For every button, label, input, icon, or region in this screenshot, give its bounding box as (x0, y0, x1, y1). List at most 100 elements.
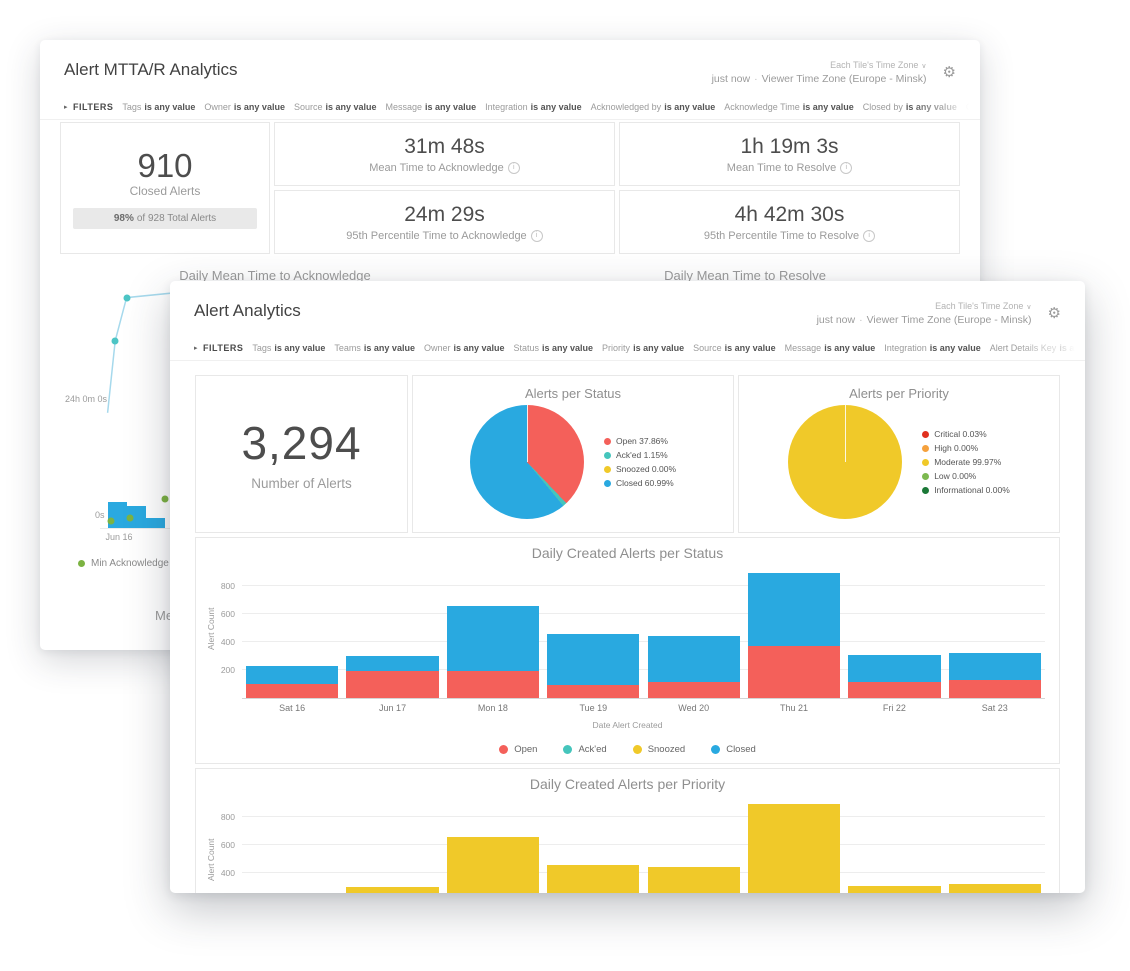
mtta-value: 31m 48s (404, 134, 485, 158)
legend-item-open[interactable]: Open (499, 744, 537, 755)
bar-closed-tue-19[interactable] (547, 633, 640, 686)
x-category-label: Jun 16 (105, 532, 133, 542)
legend-item-snoozed[interactable]: Snoozed (632, 744, 685, 755)
caret-right-icon: ▸ (194, 345, 199, 352)
settings-gear-icon[interactable]: ⚙ (942, 64, 956, 81)
legend-item-ack-ed[interactable]: Ack'ed 1.15% (603, 450, 676, 460)
min-ack-point-dot (161, 495, 169, 503)
legend-item-closed[interactable]: Closed 60.99% (603, 478, 676, 488)
filter-condition-label: is any value (724, 343, 776, 353)
legend-item-min-acknowledge-time[interactable]: Min Acknowledge Time (78, 558, 193, 569)
dot-separator-icon: · (754, 73, 758, 85)
status-pie-chart[interactable] (469, 405, 584, 519)
filter-integration[interactable]: Integration is any value (485, 102, 582, 112)
total-alerts-badge: 98% of 928 Total Alerts (73, 208, 257, 230)
tile-alerts-per-status: Alerts per Status Open 37.86% Ack'ed 1.15… (412, 375, 734, 533)
bar-closed-jun-17[interactable] (346, 656, 439, 672)
settings-gear-icon[interactable]: ⚙ (1047, 305, 1061, 322)
filter-owner[interactable]: Owner is any value (424, 343, 505, 353)
tile-timezone-selector[interactable]: Each Tile's Time Zone ∨ (712, 60, 926, 70)
filter-closed-by[interactable]: Closed by is any value (863, 102, 957, 112)
pie-slice-border (526, 405, 528, 462)
bar-open-fri-22[interactable] (848, 681, 941, 698)
filter-tags[interactable]: Tags is any value (122, 102, 195, 112)
filter-teams[interactable]: Teams is any value (334, 343, 415, 353)
filter-tags[interactable]: Tags is any value (252, 343, 325, 353)
bar-open-wed-20[interactable] (647, 681, 740, 698)
legend-item-informational[interactable]: Informational 0.00% (922, 485, 1010, 495)
daily-chart-titles: Daily Mean Time to Acknowledge Daily Mea… (40, 268, 980, 283)
legend-item-moderate[interactable]: Moderate 99.97% (922, 457, 1010, 467)
legend-item-ack-ed[interactable]: Ack'ed (563, 744, 607, 755)
bar-moderate-thu-21[interactable] (747, 804, 841, 893)
legend-dot-icon (922, 430, 930, 438)
legend-label: Informational 0.00% (934, 485, 1010, 495)
bar-open-thu-21[interactable] (747, 646, 841, 698)
chevron-down-icon: ∨ (1026, 304, 1032, 311)
bar-closed-fri-22[interactable] (848, 654, 941, 682)
tile-sublabel: Mean Time to Acknowledge i (369, 161, 520, 174)
bar-closed-sat-23[interactable] (948, 653, 1041, 680)
mtta-label: Mean Time to Acknowledge (369, 161, 504, 174)
bar-open-tue-19[interactable] (547, 685, 640, 698)
bar-closed-mon-18[interactable] (446, 605, 540, 672)
mini-bar-segment[interactable] (126, 506, 146, 528)
filter-status[interactable]: Status is any value (514, 343, 594, 353)
filter-field-label: Status (513, 343, 540, 353)
filter-integration[interactable]: Integration is any value (884, 343, 981, 353)
filter-acknowledge-time[interactable]: Acknowledge Time is any value (724, 102, 854, 112)
bar-open-sat-23[interactable] (948, 679, 1041, 698)
bar-moderate-fri-22[interactable] (848, 885, 941, 893)
legend-dot-icon (499, 745, 509, 754)
mini-bar-segment[interactable] (145, 518, 165, 528)
bar-closed-thu-21[interactable] (747, 573, 841, 647)
filter-field-label: Alert Details Key (989, 343, 1057, 353)
filters-toggle[interactable]: ▸ FILTERS (64, 102, 113, 112)
bar-closed-wed-20[interactable] (647, 635, 740, 682)
priority-pie-chart[interactable] (788, 405, 903, 519)
dashboard-header: Alert Analytics Each Tile's Time Zone ∨ j… (170, 281, 1085, 326)
legend-item-high[interactable]: High 0.00% (922, 443, 1010, 453)
tile-timezone-selector[interactable]: Each Tile's Time Zone ∨ (817, 301, 1032, 311)
bar-closed-sat-16[interactable] (246, 665, 339, 684)
legend-item-open[interactable]: Open 37.86% (603, 436, 676, 446)
info-icon[interactable]: i (507, 161, 520, 174)
x-category-label: Sat 16 (279, 703, 306, 713)
filter-source[interactable]: Source is any value (693, 343, 776, 353)
info-icon[interactable]: i (863, 229, 876, 242)
legend-item-low[interactable]: Low 0.00% (922, 471, 1010, 481)
filter-priority[interactable]: Priority is any value (602, 343, 684, 353)
bar-open-mon-18[interactable] (446, 671, 540, 698)
filter-message[interactable]: Message is any value (386, 102, 477, 112)
filter-message[interactable]: Message is any value (785, 343, 876, 353)
header-right: Each Tile's Time Zone ∨ just now · Viewer T… (817, 301, 1061, 326)
filters-toggle[interactable]: ▸ FILTERS (194, 343, 243, 353)
filter-acknowledged-by[interactable]: Acknowledged by is any value (591, 102, 716, 112)
bar-moderate-tue-19[interactable] (547, 864, 640, 893)
bar-open-jun-17[interactable] (346, 671, 439, 698)
bar-moderate-jun-17[interactable] (346, 887, 439, 893)
dot-separator-icon: · (859, 314, 863, 326)
filter-source[interactable]: Source is any value (294, 102, 377, 112)
legend-item-critical[interactable]: Critical 0.03% (922, 429, 1010, 439)
legend-item-snoozed[interactable]: Snoozed 0.00% (603, 464, 676, 474)
bar-moderate-sat-23[interactable] (948, 884, 1041, 893)
info-icon[interactable]: i (530, 229, 543, 242)
bar-open-sat-16[interactable] (246, 684, 339, 698)
pie-chart-title: Alerts per Status (524, 386, 622, 401)
filter-owner[interactable]: Owner is any value (204, 102, 285, 112)
bar-moderate-mon-18[interactable] (446, 836, 540, 893)
filter-condition-label: is any value (144, 102, 196, 112)
bar-moderate-wed-20[interactable] (647, 866, 740, 893)
info-icon[interactable]: i (840, 161, 853, 174)
alert-count-value: 3,294 (241, 417, 362, 470)
filter-condition-label: is any value (802, 102, 854, 112)
legend-item-closed[interactable]: Closed (711, 744, 756, 755)
p95-ack-value: 24m 29s (404, 202, 485, 226)
filters-label: FILTERS (73, 102, 114, 112)
last-updated-line: just now · Viewer Time Zone (Europe - Mins… (712, 73, 927, 85)
filters-label: FILTERS (203, 343, 244, 353)
closed-alerts-label: Closed Alerts (129, 184, 201, 199)
